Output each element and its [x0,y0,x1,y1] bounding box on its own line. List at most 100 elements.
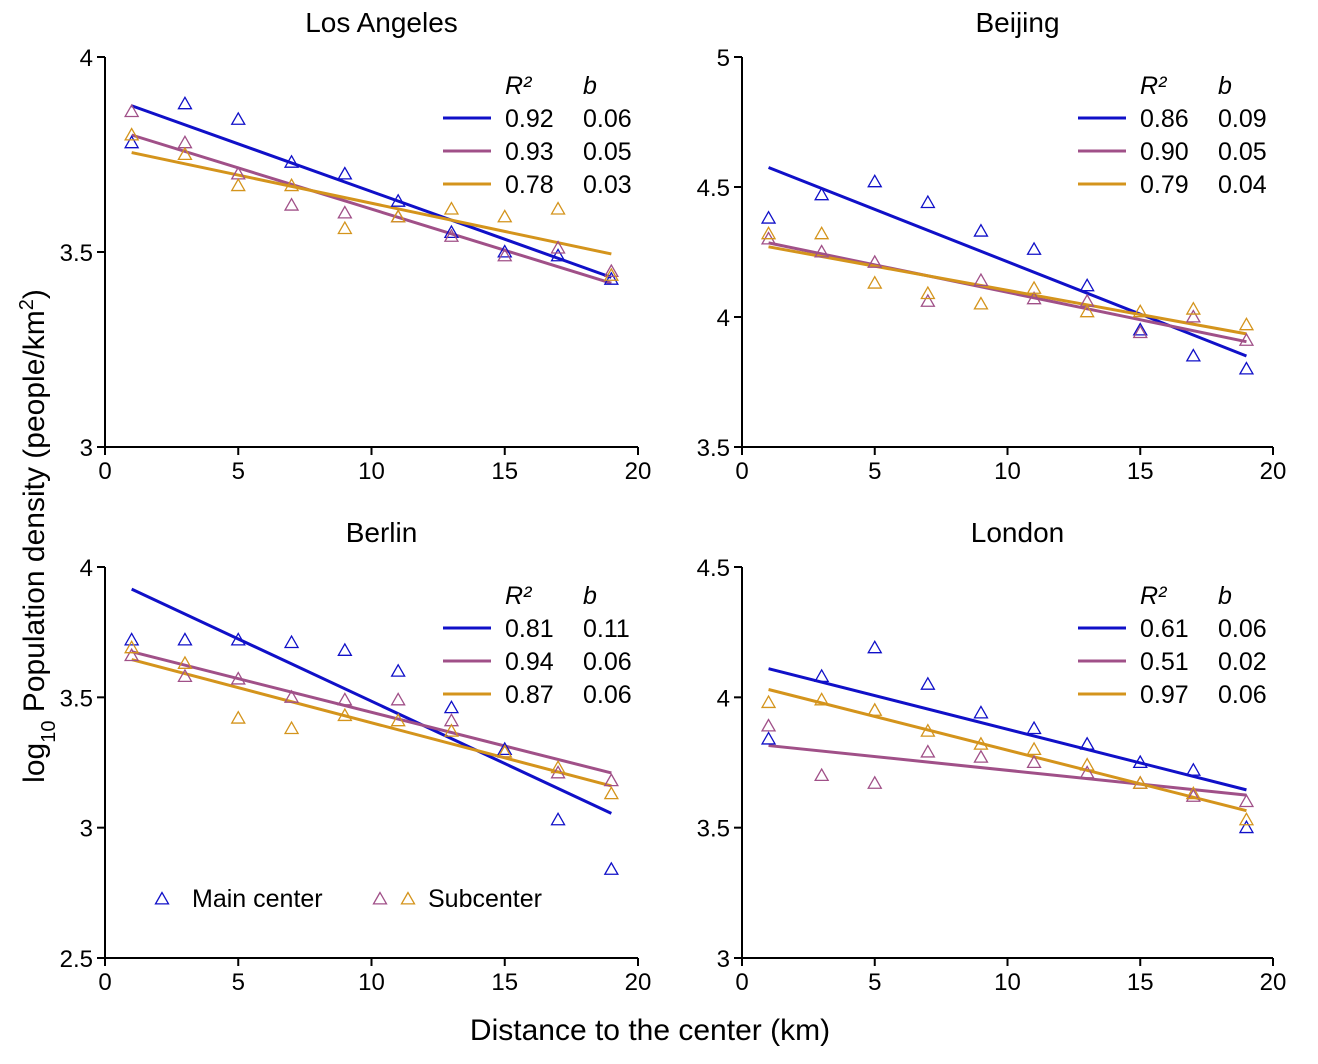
data-point-main [1026,720,1042,735]
legend-header-b: b [583,72,597,100]
data-point-main [337,642,353,656]
panel-los-angeles: Los Angeles 0 5 10 15 20 3 3.5 4 R² b 0.92 0.06 0.93 0… [60,7,652,485]
data-point-sub1 [177,668,193,683]
y-tick-label: 4 [717,685,730,712]
legend-r2-value: 0.51 [1140,648,1189,676]
data-point-sub1 [1026,290,1042,305]
legend-r2-value: 0.86 [1140,105,1189,133]
legend-b-value: 0.06 [1218,615,1267,643]
legend-header-r2: R² [505,72,533,100]
data-point-main [550,812,566,826]
legend-r2-value: 0.61 [1140,615,1189,643]
data-point-sub2 [443,723,460,737]
legend-header-r2: R² [1140,582,1168,610]
data-point-main [497,741,513,755]
data-point-sub2 [1238,316,1255,331]
legend-b-value: 0.06 [583,105,632,133]
data-point-sub1 [1185,309,1201,323]
marker-legend: Main center Subcenter [154,885,542,913]
data-point-main [867,173,883,188]
x-tick-label: 5 [868,969,881,996]
data-point-sub1 [337,205,353,219]
data-point-sub2 [124,639,140,654]
data-point-sub2 [603,267,619,281]
data-point-sub2 [337,220,353,235]
legend-header-r2: R² [505,582,533,610]
data-point-sub1 [1238,793,1255,808]
y-tick-label: 3 [80,435,93,462]
data-point-sub2 [1026,280,1042,294]
data-point-sub1 [1132,324,1148,339]
x-tick-label: 10 [994,969,1021,996]
x-tick-label: 15 [1127,458,1154,485]
legend-header-b: b [1218,582,1232,610]
x-tick-label: 5 [868,458,881,485]
data-point-sub1 [177,134,193,149]
data-point-sub2 [920,723,936,737]
data-point-main [177,632,193,646]
data-point-main [1079,277,1095,292]
y-tick-label: 4.5 [697,175,730,202]
data-point-sub2 [973,296,989,310]
fit-line-main [131,104,612,279]
data-point-main [920,194,936,209]
panel-title: London [971,517,1064,548]
legend-sub-label: Subcenter [428,885,542,913]
fit-line-sub1 [768,744,1247,797]
data-point-main [1185,348,1201,362]
data-point-main [337,166,353,180]
y-tick-label: 4 [717,305,730,332]
data-point-sub2 [497,744,513,758]
data-point-main [1238,361,1255,375]
data-point-main [1132,754,1148,769]
data-point-sub2 [760,694,777,709]
data-point-main [443,224,460,239]
legend-b-value: 0.06 [583,681,632,709]
data-point-sub2 [177,655,193,669]
data-point-sub2 [390,712,406,727]
data-point-sub1 [760,718,777,732]
legend-b-value: 0.09 [1218,105,1267,133]
data-point-sub1 [337,692,353,706]
data-point-main [230,632,246,646]
data-point-sub2 [497,209,513,223]
legend-r2-value: 0.97 [1140,681,1189,709]
data-point-sub1 [443,228,460,242]
data-point-sub1 [603,263,619,278]
y-tick-label: 4.5 [697,555,730,582]
data-point-sub2 [550,201,566,215]
data-point-sub1 [390,692,406,706]
data-point-main [550,248,566,262]
data-point-sub2 [1079,757,1095,771]
fit-line-sub2 [131,151,612,256]
fit-line-sub1 [131,650,612,775]
x-tick-label: 0 [98,969,111,996]
data-point-sub1 [283,197,300,211]
x-tick-label: 5 [232,969,245,996]
data-point-sub1 [283,689,300,703]
data-point-main [920,676,936,690]
legend-r2-value: 0.92 [505,105,554,133]
y-tick-label: 4 [80,45,93,72]
fit-line-main [131,587,612,815]
data-point-main [1079,736,1095,750]
legend-main-label: Main center [192,885,323,913]
data-point-main [1132,322,1148,336]
y-tick-label: 3.5 [60,685,93,712]
fit-line-sub1 [768,241,1247,344]
data-point-sub2 [337,707,353,722]
legend-b-value: 0.05 [1218,138,1267,166]
fit-line-sub2 [768,245,1247,336]
data-point-sub1 [124,103,140,118]
data-point-main [973,705,989,719]
x-tick-label: 10 [358,458,385,485]
data-point-sub1 [973,272,989,287]
y-tick-label: 2.5 [60,946,93,973]
legend-r2-value: 0.94 [505,648,554,676]
data-point-sub2 [920,285,936,300]
data-point-sub2 [1026,741,1042,755]
data-point-sub1 [1026,754,1042,769]
fit-line-sub2 [131,658,612,788]
fit-line-main [768,667,1247,792]
